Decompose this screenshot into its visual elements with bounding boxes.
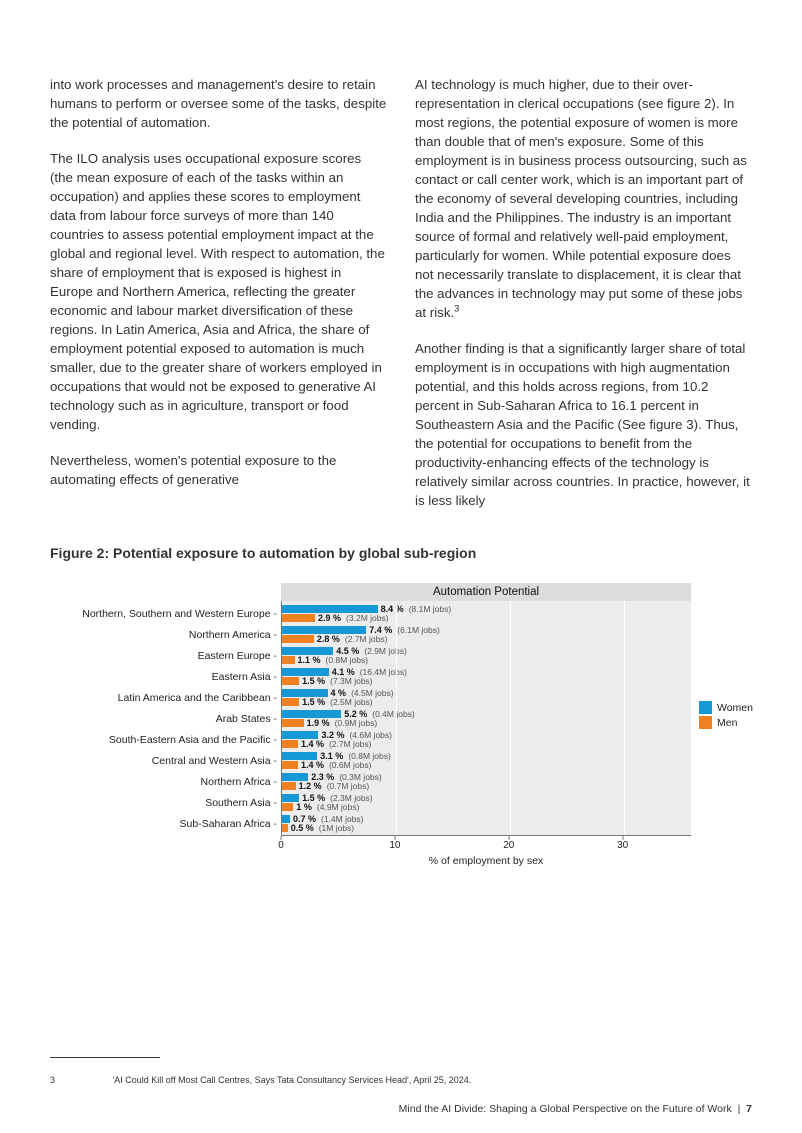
chart-bar-label: 0.7 % (1.4M jobs) (293, 815, 364, 823)
chart-bar-label: 1 % (4.9M jobs) (296, 803, 359, 811)
para: AI technology is much higher, due to the… (415, 75, 752, 322)
chart-bar-men (282, 656, 295, 664)
chart-x-axis-title: % of employment by sex (281, 855, 691, 867)
chart-x-tick: 20 (503, 840, 514, 851)
chart-bar-men (282, 677, 299, 685)
chart-bar-men (282, 719, 304, 727)
chart-x-tick: 10 (389, 840, 400, 851)
figure-title: Figure 2: Potential exposure to automati… (50, 545, 752, 561)
chart-bar-men (282, 824, 288, 832)
footnote-ref: 3 (454, 304, 459, 314)
chart-bar-men (282, 614, 315, 622)
chart-y-label: Latin America and the Caribbean (118, 692, 277, 704)
legend-label: Men (717, 717, 737, 729)
chart-bar-label: 3.2 % (4.6M jobs) (321, 731, 392, 739)
chart-bar-women (282, 773, 308, 781)
chart-bar-label: 2.9 % (3.2M jobs) (318, 614, 389, 622)
chart-bar-men (282, 635, 314, 643)
chart-bar-label: 1.2 % (0.7M jobs) (299, 782, 370, 790)
para: The ILO analysis uses occupational expos… (50, 149, 387, 434)
legend-item: Men (699, 716, 753, 729)
chart-y-label: Northern America (189, 629, 277, 641)
chart-bar-men (282, 803, 293, 811)
chart-bar-men (282, 782, 296, 790)
chart-y-label: Central and Western Asia (152, 755, 277, 767)
chart-bar-label: 1.5 % (7.3M jobs) (302, 677, 373, 685)
chart-bar-label: 1.4 % (2.7M jobs) (301, 740, 372, 748)
chart-bar-men (282, 698, 299, 706)
running-footer: Mind the AI Divide: Shaping a Global Per… (399, 1103, 752, 1115)
chart-bar-women (282, 668, 329, 676)
chart-y-label: Southern Asia (205, 797, 277, 809)
footnote-number: 3 (50, 1075, 110, 1085)
chart-y-label: Northern, Southern and Western Europe (82, 608, 277, 620)
chart-bar-label: 2.3 % (0.3M jobs) (311, 773, 382, 781)
chart-bar-women (282, 710, 341, 718)
chart-bar-label: 7.4 % (6.1M jobs) (369, 626, 440, 634)
chart-bar-label: 2.8 % (2.7M jobs) (317, 635, 388, 643)
chart-bar-women (282, 647, 333, 655)
chart-y-label: Eastern Asia (212, 671, 277, 683)
body-col-left: into work processes and management's des… (50, 75, 387, 527)
chart-bar-label: 1.5 % (2.5M jobs) (302, 698, 373, 706)
para: Nevertheless, women's potential exposure… (50, 451, 387, 489)
chart-bar-women (282, 731, 318, 739)
chart-y-label: Arab States (216, 713, 277, 725)
chart-bar-label: 0.5 % (1M jobs) (291, 824, 354, 832)
chart-x-tick: 30 (617, 840, 628, 851)
chart-bar-label: 1.9 % (0.9M jobs) (307, 719, 378, 727)
figure-2-chart: Automation Potential 8.4 % (8.1M jobs)2.… (51, 583, 751, 883)
chart-x-tick: 0 (278, 840, 284, 851)
page-number: 7 (746, 1103, 752, 1115)
chart-bar-men (282, 761, 298, 769)
chart-x-ticks: 0 10 20 30 (281, 838, 691, 856)
chart-plot-area: 8.4 % (8.1M jobs)2.9 % (3.2M jobs) 7.4 % … (281, 601, 691, 836)
chart-bar-women (282, 626, 366, 634)
legend-label: Women (717, 702, 753, 714)
legend-item: Women (699, 701, 753, 714)
running-title: Mind the AI Divide: Shaping a Global Per… (399, 1103, 732, 1115)
chart-bar-men (282, 740, 298, 748)
chart-bar-label: 3.1 % (0.8M jobs) (320, 752, 391, 760)
chart-bar-women (282, 689, 328, 697)
chart-bar-women (282, 794, 299, 802)
body-col-right: AI technology is much higher, due to the… (415, 75, 752, 527)
legend-swatch (699, 701, 712, 714)
chart-y-label: Northern Africa (201, 776, 277, 788)
legend-swatch (699, 716, 712, 729)
chart-bar-label: 1.5 % (2.3M jobs) (302, 794, 373, 802)
chart-legend: Women Men (699, 701, 753, 731)
chart-y-label: Eastern Europe (198, 650, 277, 662)
chart-bar-label: 5.2 % (0.4M jobs) (344, 710, 415, 718)
chart-bar-label: 1.1 % (0.8M jobs) (298, 656, 369, 664)
chart-bar-women (282, 815, 290, 823)
chart-bar-women (282, 752, 317, 760)
chart-y-label: South-Eastern Asia and the Pacific (109, 734, 277, 746)
chart-bar-women (282, 605, 378, 613)
para: into work processes and management's des… (50, 75, 387, 132)
chart-bar-label: 4 % (4.5M jobs) (331, 689, 394, 697)
chart-bar-label: 8.4 % (8.1M jobs) (381, 605, 452, 613)
footnote: 3 'AI Could Kill off Most Call Centres, … (50, 1075, 471, 1085)
body-columns: into work processes and management's des… (50, 75, 752, 527)
chart-y-labels: Northern, Southern and Western Europe Nor… (51, 601, 277, 836)
chart-strip-label: Automation Potential (281, 583, 691, 601)
chart-bar-label: 1.4 % (0.6M jobs) (301, 761, 372, 769)
footnote-text: 'AI Could Kill off Most Call Centres, Sa… (113, 1075, 472, 1085)
footnote-rule (50, 1057, 160, 1058)
chart-y-label: Sub-Saharan Africa (180, 818, 277, 830)
para: Another finding is that a significantly … (415, 339, 752, 510)
